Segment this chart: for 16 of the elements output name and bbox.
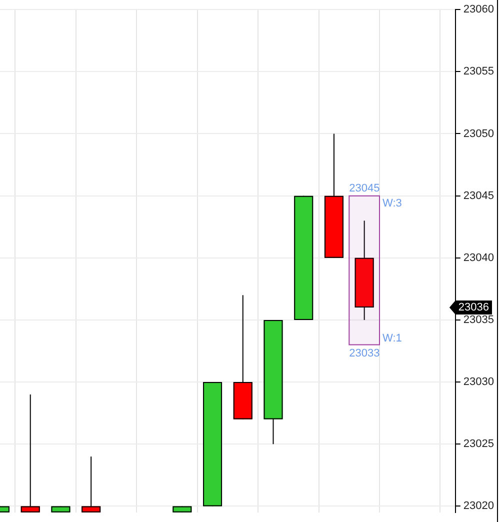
y-tick-label: 23060: [463, 4, 494, 16]
candlestick: [20, 394, 40, 513]
y-tick-label: 23020: [463, 500, 494, 512]
y-tick-label: 23040: [463, 252, 494, 264]
y-tick-label: 23030: [463, 376, 494, 388]
annotation: 23033: [349, 347, 380, 360]
y-tick-label: 23035: [463, 314, 494, 326]
y-tick-label: 23045: [463, 190, 494, 202]
annotation: W:3: [382, 197, 402, 210]
y-tick-label: 23055: [463, 66, 494, 78]
candlestick: [82, 456, 101, 513]
annotation: 23045: [349, 182, 380, 194]
y-tick-label: 23025: [463, 438, 494, 450]
annotation: W:1: [382, 332, 402, 344]
text: 23036: [458, 302, 490, 314]
y-tick-label: 23050: [463, 128, 494, 140]
